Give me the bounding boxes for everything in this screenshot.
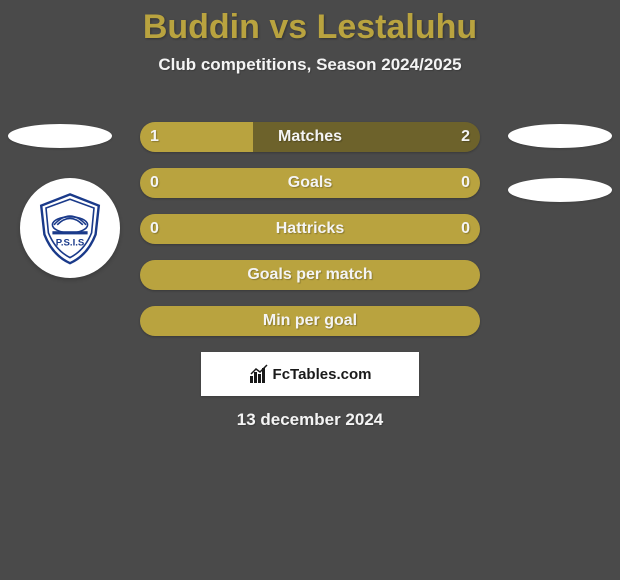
stat-row: Hattricks0 0 bbox=[140, 214, 480, 244]
bar-value-left: 1 bbox=[150, 122, 159, 152]
date: 13 december 2024 bbox=[0, 410, 620, 430]
attribution-text: FcTables.com bbox=[273, 366, 372, 383]
chart-icon bbox=[249, 364, 269, 384]
page-title: Buddin vs Lestaluhu bbox=[0, 0, 620, 47]
bar-label: Hattricks bbox=[140, 214, 480, 244]
bar-label: Matches bbox=[140, 122, 480, 152]
bar-value-right: 0 bbox=[461, 168, 470, 198]
bar-value-left: 0 bbox=[150, 214, 159, 244]
player-ellipse-left bbox=[8, 124, 112, 148]
bar-label: Goals bbox=[140, 168, 480, 198]
stat-row: Min per goal bbox=[140, 306, 480, 336]
psis-badge-icon: P.S.I.S bbox=[30, 188, 110, 268]
stat-row: Matches1 2 bbox=[140, 122, 480, 152]
club-logo-left: P.S.I.S bbox=[20, 178, 120, 278]
comparison-infographic: Buddin vs Lestaluhu Club competitions, S… bbox=[0, 0, 620, 580]
bar-label: Min per goal bbox=[140, 306, 480, 336]
bar-value-left: 0 bbox=[150, 168, 159, 198]
bar-label: Goals per match bbox=[140, 260, 480, 290]
stat-bars: Matches12Goals00Hattricks00Goals per mat… bbox=[140, 122, 480, 352]
stat-row: Goals0 0 bbox=[140, 168, 480, 198]
bar-value-right: 2 bbox=[461, 122, 470, 152]
player-ellipse-right-top bbox=[508, 124, 612, 148]
player-ellipse-right-bottom bbox=[508, 178, 612, 202]
subtitle: Club competitions, Season 2024/2025 bbox=[0, 55, 620, 75]
bar-value-right: 0 bbox=[461, 214, 470, 244]
svg-text:P.S.I.S: P.S.I.S bbox=[56, 238, 85, 249]
stat-row: Goals per match bbox=[140, 260, 480, 290]
attribution: FcTables.com bbox=[201, 352, 419, 396]
